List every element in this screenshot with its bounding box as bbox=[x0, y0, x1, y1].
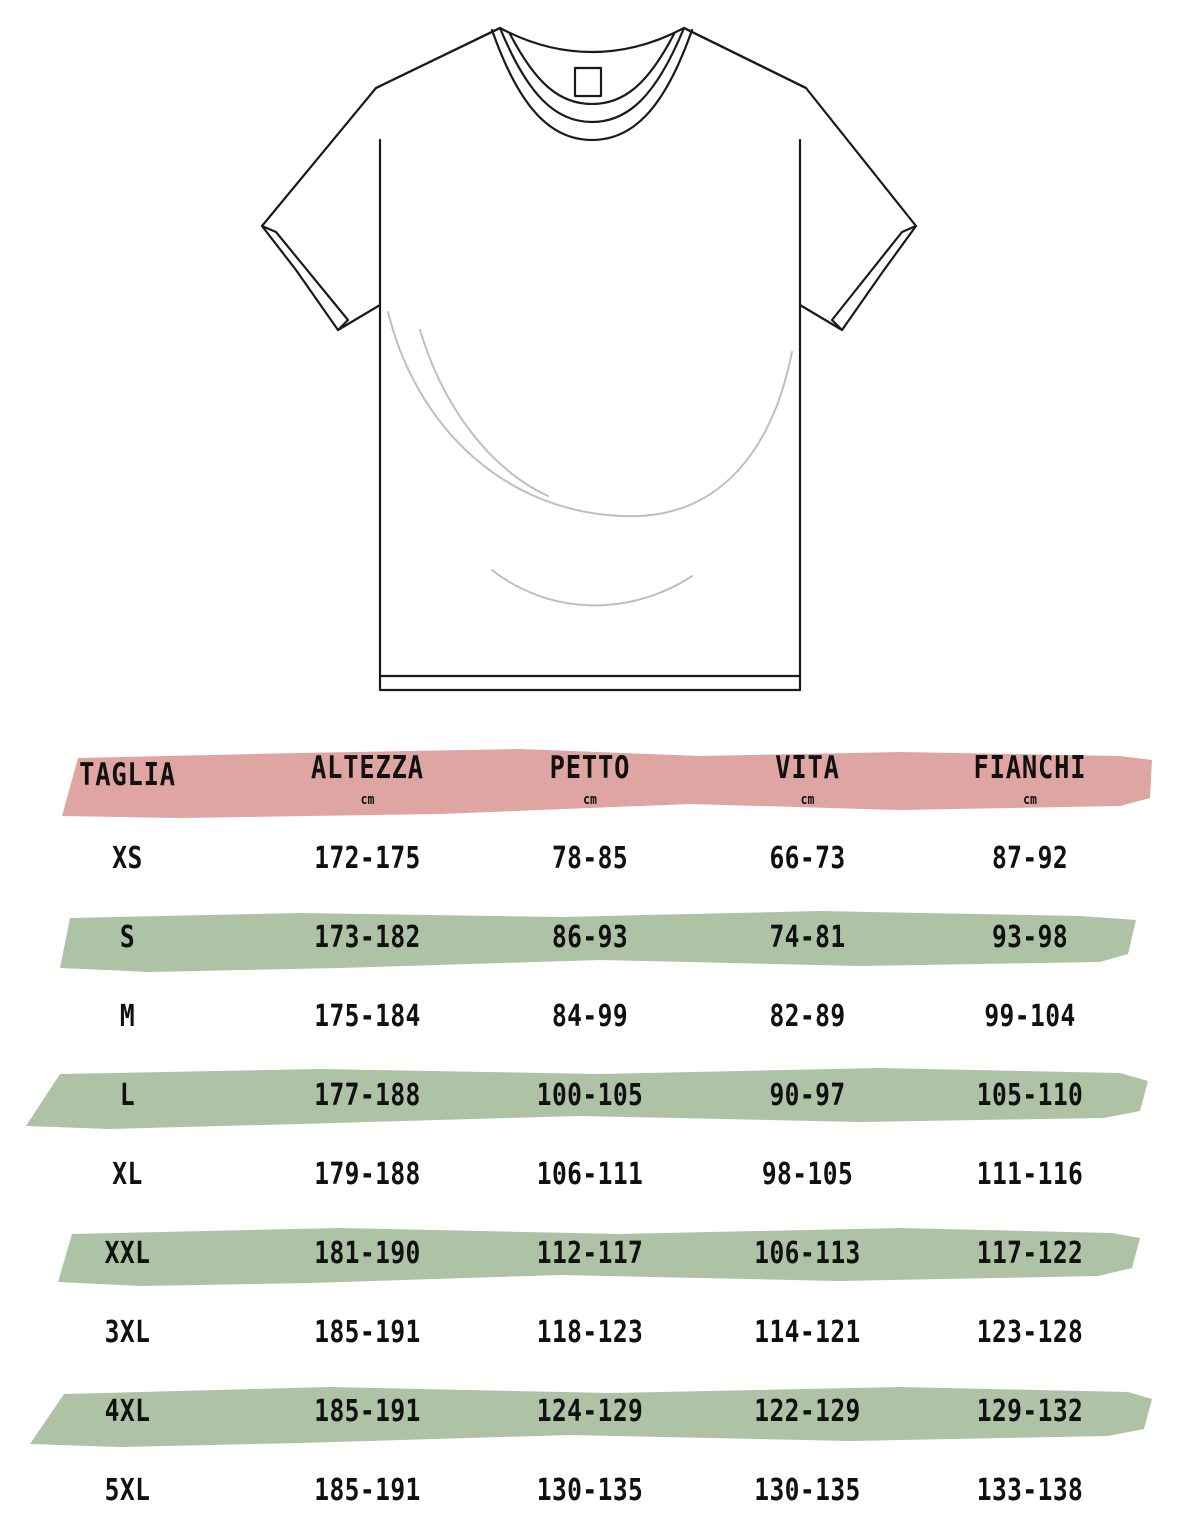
header-label-altezza: ALTEZZA bbox=[311, 749, 424, 786]
cell-taglia: M bbox=[119, 999, 136, 1034]
cell-altezza: 185-191 bbox=[314, 1315, 421, 1350]
cell-fianchi: 105-110 bbox=[976, 1078, 1084, 1113]
cell-vita: 130-135 bbox=[754, 1473, 861, 1508]
header-unit-altezza: cm bbox=[360, 791, 375, 808]
header-label-vita: VITA bbox=[775, 749, 840, 786]
collar-inner bbox=[508, 32, 676, 106]
fabric-drape-lines bbox=[387, 311, 793, 607]
cell-altezza: 181-190 bbox=[314, 1236, 421, 1271]
cell-taglia: XXL bbox=[104, 1236, 151, 1271]
shoulder-seam-left bbox=[374, 26, 502, 90]
table-row: M 175-184 84-99 82-89 99-104 bbox=[0, 977, 1200, 1056]
header-unit-vita: cm bbox=[800, 791, 815, 808]
header-label-petto: PETTO bbox=[549, 749, 631, 786]
cell-altezza: 177-188 bbox=[314, 1078, 421, 1113]
cell-fianchi: 111-116 bbox=[976, 1157, 1084, 1192]
header-unit-petto: cm bbox=[583, 791, 597, 808]
table-header-row: TAGLIA ALTEZZA cm PETTO cm VITA cm FIANC… bbox=[0, 740, 1200, 819]
table-row: XXL 181-190 112-117 106-113 117-122 bbox=[0, 1214, 1200, 1293]
cell-vita: 66-73 bbox=[769, 841, 846, 876]
cell-petto: 86-93 bbox=[551, 920, 629, 955]
table-row: XL 179-188 106-111 98-105 111-116 bbox=[0, 1135, 1200, 1214]
cell-petto: 100-105 bbox=[536, 1078, 644, 1113]
cell-fianchi: 129-132 bbox=[976, 1394, 1084, 1429]
table-row: 5XL 185-191 130-135 130-135 133-138 bbox=[0, 1451, 1200, 1530]
cell-altezza: 173-182 bbox=[314, 920, 421, 955]
cell-vita: 82-89 bbox=[769, 999, 846, 1034]
cell-petto: 124-129 bbox=[536, 1394, 644, 1429]
cell-altezza: 185-191 bbox=[314, 1394, 421, 1429]
header-label-fianchi: FIANCHI bbox=[973, 749, 1087, 786]
cell-altezza: 175-184 bbox=[314, 999, 421, 1034]
cell-fianchi: 93-98 bbox=[991, 920, 1069, 955]
collar-rib-lower bbox=[490, 28, 694, 142]
table-row: 4XL 185-191 124-129 122-129 129-132 bbox=[0, 1372, 1200, 1451]
cell-fianchi: 87-92 bbox=[991, 841, 1069, 876]
sleeve-hem-left bbox=[260, 224, 350, 332]
cell-altezza: 185-191 bbox=[314, 1473, 421, 1508]
table-row: S 173-182 86-93 74-81 93-98 bbox=[0, 898, 1200, 977]
header-label-taglia: TAGLIA bbox=[79, 756, 176, 793]
cell-altezza: 179-188 bbox=[314, 1157, 421, 1192]
collar-outer bbox=[498, 26, 686, 124]
cell-petto: 130-135 bbox=[536, 1473, 644, 1508]
table-row: 3XL 185-191 118-123 114-121 123-128 bbox=[0, 1293, 1200, 1372]
cell-petto: 78-85 bbox=[551, 841, 629, 876]
cell-fianchi: 133-138 bbox=[976, 1473, 1084, 1508]
cell-taglia: S bbox=[119, 920, 136, 955]
shirt-body-group bbox=[260, 26, 918, 692]
cell-vita: 74-81 bbox=[769, 920, 846, 955]
cell-fianchi: 99-104 bbox=[984, 999, 1076, 1034]
size-chart-table: TAGLIA ALTEZZA cm PETTO cm VITA cm FIANC… bbox=[0, 740, 1200, 1531]
cell-taglia: XS bbox=[112, 841, 143, 876]
cell-vita: 122-129 bbox=[754, 1394, 861, 1429]
cell-taglia: 5XL bbox=[104, 1473, 151, 1508]
header-cell-taglia: TAGLIA bbox=[23, 756, 232, 800]
header-unit-fianchi: cm bbox=[1023, 791, 1037, 808]
drape-line-3 bbox=[491, 569, 693, 607]
cell-taglia: XL bbox=[112, 1157, 143, 1192]
cell-vita: 98-105 bbox=[761, 1157, 854, 1192]
cell-fianchi: 117-122 bbox=[976, 1236, 1084, 1271]
shoulder-seam-right bbox=[682, 26, 808, 90]
sleeve-hem-right bbox=[830, 224, 918, 332]
cell-vita: 114-121 bbox=[754, 1315, 861, 1350]
cell-vita: 90-97 bbox=[769, 1078, 846, 1113]
cell-petto: 84-99 bbox=[551, 999, 629, 1034]
neck-tag bbox=[573, 66, 603, 98]
cell-petto: 112-117 bbox=[536, 1236, 644, 1271]
cell-taglia: L bbox=[119, 1078, 136, 1113]
shirt-outline bbox=[260, 26, 918, 692]
header-cell-vita: VITA cm bbox=[719, 749, 895, 808]
cell-vita: 106-113 bbox=[754, 1236, 861, 1271]
cell-taglia: 4XL bbox=[104, 1394, 151, 1429]
table-row: XS 172-175 78-85 66-73 87-92 bbox=[0, 819, 1200, 898]
cell-taglia: 3XL bbox=[104, 1315, 151, 1350]
header-cell-altezza: ALTEZZA cm bbox=[275, 749, 460, 808]
cell-petto: 106-111 bbox=[536, 1157, 644, 1192]
cell-petto: 118-123 bbox=[536, 1315, 644, 1350]
drape-line-2 bbox=[419, 329, 549, 497]
cell-altezza: 172-175 bbox=[314, 841, 421, 876]
cell-fianchi: 123-128 bbox=[976, 1315, 1084, 1350]
header-cell-fianchi: FIANCHI cm bbox=[936, 749, 1125, 808]
table-row: L 177-188 100-105 90-97 105-110 bbox=[0, 1056, 1200, 1135]
t-shirt-illustration bbox=[0, 0, 1200, 740]
drape-line-1 bbox=[387, 311, 793, 518]
header-cell-petto: PETTO cm bbox=[500, 749, 680, 808]
